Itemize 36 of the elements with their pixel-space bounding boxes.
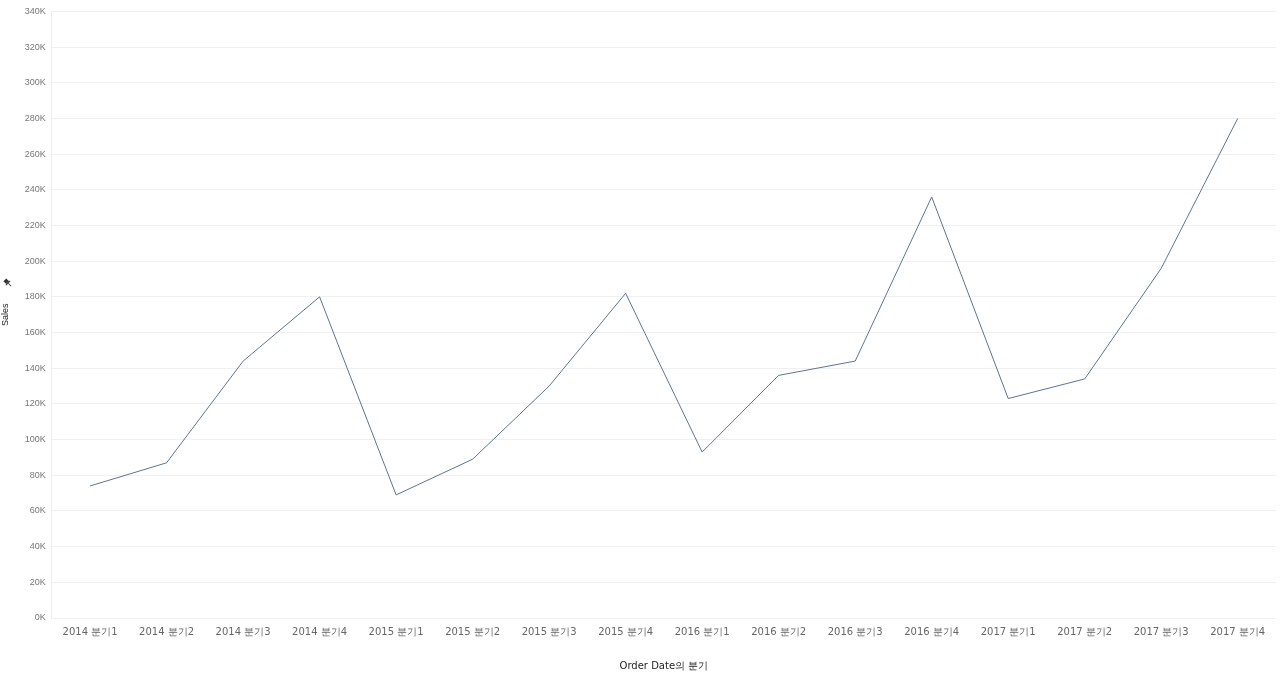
x-tick-label: 2014 분기2	[139, 625, 195, 637]
y-tick-label: 80K	[29, 469, 46, 480]
y-tick-label: 20K	[29, 576, 46, 587]
x-tick-label: 2016 분기3	[827, 625, 883, 637]
y-tick-label: 60K	[29, 505, 46, 516]
y-axis-title: Sales	[0, 302, 10, 326]
x-tick-label: 2015 분기4	[598, 625, 654, 637]
x-tick-label: 2015 분기3	[521, 625, 577, 637]
y-tick-label: 300K	[24, 77, 46, 88]
x-tick-label: 2016 분기1	[674, 625, 730, 637]
x-tick-label: 2014 분기1	[62, 625, 118, 637]
y-tick-label: 140K	[24, 362, 46, 373]
x-tick-label: 2014 분기3	[215, 625, 271, 637]
y-tick-label: 120K	[24, 398, 46, 409]
x-tick-label: 2017 분기3	[1133, 625, 1189, 637]
y-tick-label: 340K	[24, 5, 46, 16]
y-tick-label: 260K	[24, 148, 46, 159]
y-tick-label: 180K	[24, 291, 46, 302]
x-tick-label: 2017 분기4	[1210, 625, 1266, 637]
x-tick-label: 2016 분기2	[751, 625, 807, 637]
y-tick-label: 320K	[24, 41, 46, 52]
y-tick-label: 280K	[24, 112, 46, 123]
x-axis-title: Order Date의 분기	[619, 659, 709, 671]
x-tick-label: 2016 분기4	[904, 625, 960, 637]
y-tick-label: 200K	[24, 255, 46, 266]
x-tick-label: 2015 분기1	[368, 625, 424, 637]
x-tick-label: 2017 분기1	[980, 625, 1036, 637]
x-tick-label: 2017 분기2	[1057, 625, 1113, 637]
y-tick-label: 220K	[24, 219, 46, 230]
y-tick-label: 0K	[34, 612, 46, 623]
y-tick-label: 240K	[24, 184, 46, 195]
y-tick-label: 100K	[24, 434, 46, 445]
x-tick-label: 2014 분기4	[292, 625, 348, 637]
x-tick-label: 2015 분기2	[445, 625, 501, 637]
y-tick-label: 40K	[29, 541, 46, 552]
y-tick-label: 160K	[24, 327, 46, 338]
